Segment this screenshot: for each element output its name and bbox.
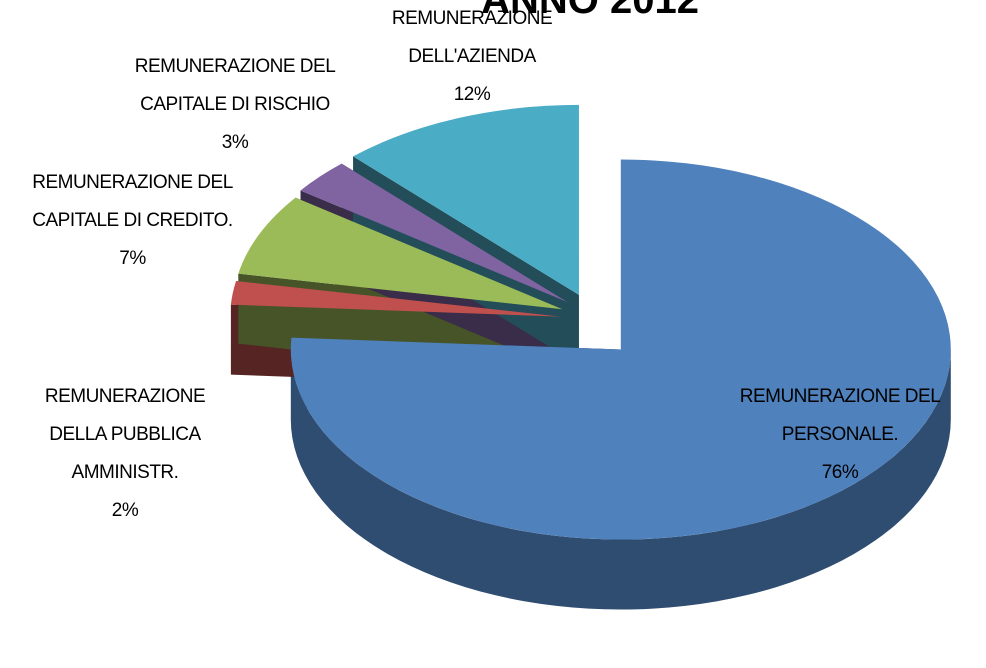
slice-name: REMUNERAZIONE DEL CAPITALE DI RISCHIO: [134, 56, 336, 115]
slice-name: REMUNERAZIONE DEL CAPITALE DI CREDITO.: [32, 172, 233, 231]
slice-value: 7%: [119, 248, 146, 269]
slice-value: 76%: [821, 462, 859, 483]
slice-name: REMUNERAZIONE DELL'AZIENDA: [391, 8, 553, 67]
slice-label: REMUNERAZIONE DELLA PUBBLICA AMMINISTR. 2…: [20, 378, 230, 530]
pie-slice: [230, 281, 561, 317]
pie-slice: [238, 197, 563, 310]
slice-label: REMUNERAZIONE DELL'AZIENDA 12%: [362, 0, 582, 114]
slice-value: 3%: [221, 132, 249, 153]
slice-label: REMUNERAZIONE DEL PERSONALE. 76%: [710, 378, 970, 492]
slice-name: REMUNERAZIONE DELLA PUBBLICA AMMINISTR.: [44, 386, 206, 483]
chart-title: ANNO 2012: [481, 0, 699, 22]
pie-slice: [300, 163, 568, 303]
slice-value: 12%: [453, 84, 491, 105]
slice-name: REMUNERAZIONE DEL PERSONALE.: [739, 386, 941, 445]
pie-slice: [353, 104, 579, 295]
slice-label: REMUNERAZIONE DEL CAPITALE DI CREDITO. 7%: [5, 164, 260, 278]
slice-label: REMUNERAZIONE DEL CAPITALE DI RISCHIO 3%: [105, 48, 365, 162]
slice-value: 2%: [111, 500, 139, 521]
slice-wall: [290, 349, 951, 610]
pie-slice: [290, 159, 951, 540]
